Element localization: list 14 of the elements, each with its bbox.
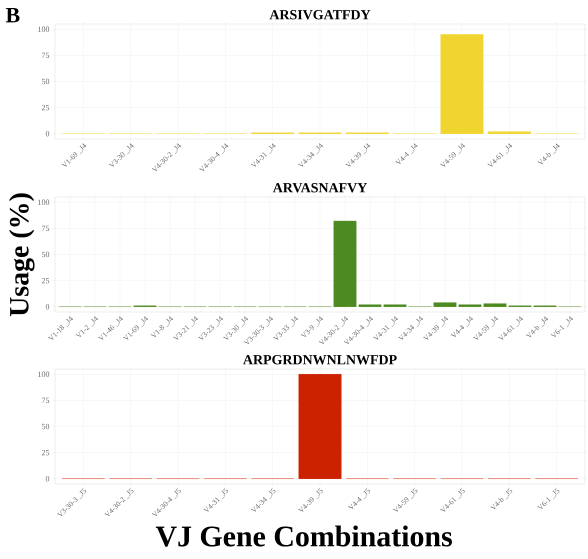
chart-title: ARPGRDNWNLNWFDP [243, 355, 397, 365]
chart-title: ARVASNAFVY [272, 183, 368, 193]
chart-title: ARSIVGATFDY [270, 10, 370, 20]
text: B [6, 8, 20, 22]
bar [334, 220, 356, 307]
bar [384, 304, 406, 307]
bar [458, 304, 482, 307]
x-axis-title: VJ Gene Combinations [156, 526, 452, 547]
y-axis-title: Usage (%) [9, 193, 35, 316]
bar [440, 34, 484, 134]
bar [484, 303, 506, 307]
bar [358, 304, 382, 307]
bar [488, 131, 531, 134]
bar [434, 302, 456, 307]
